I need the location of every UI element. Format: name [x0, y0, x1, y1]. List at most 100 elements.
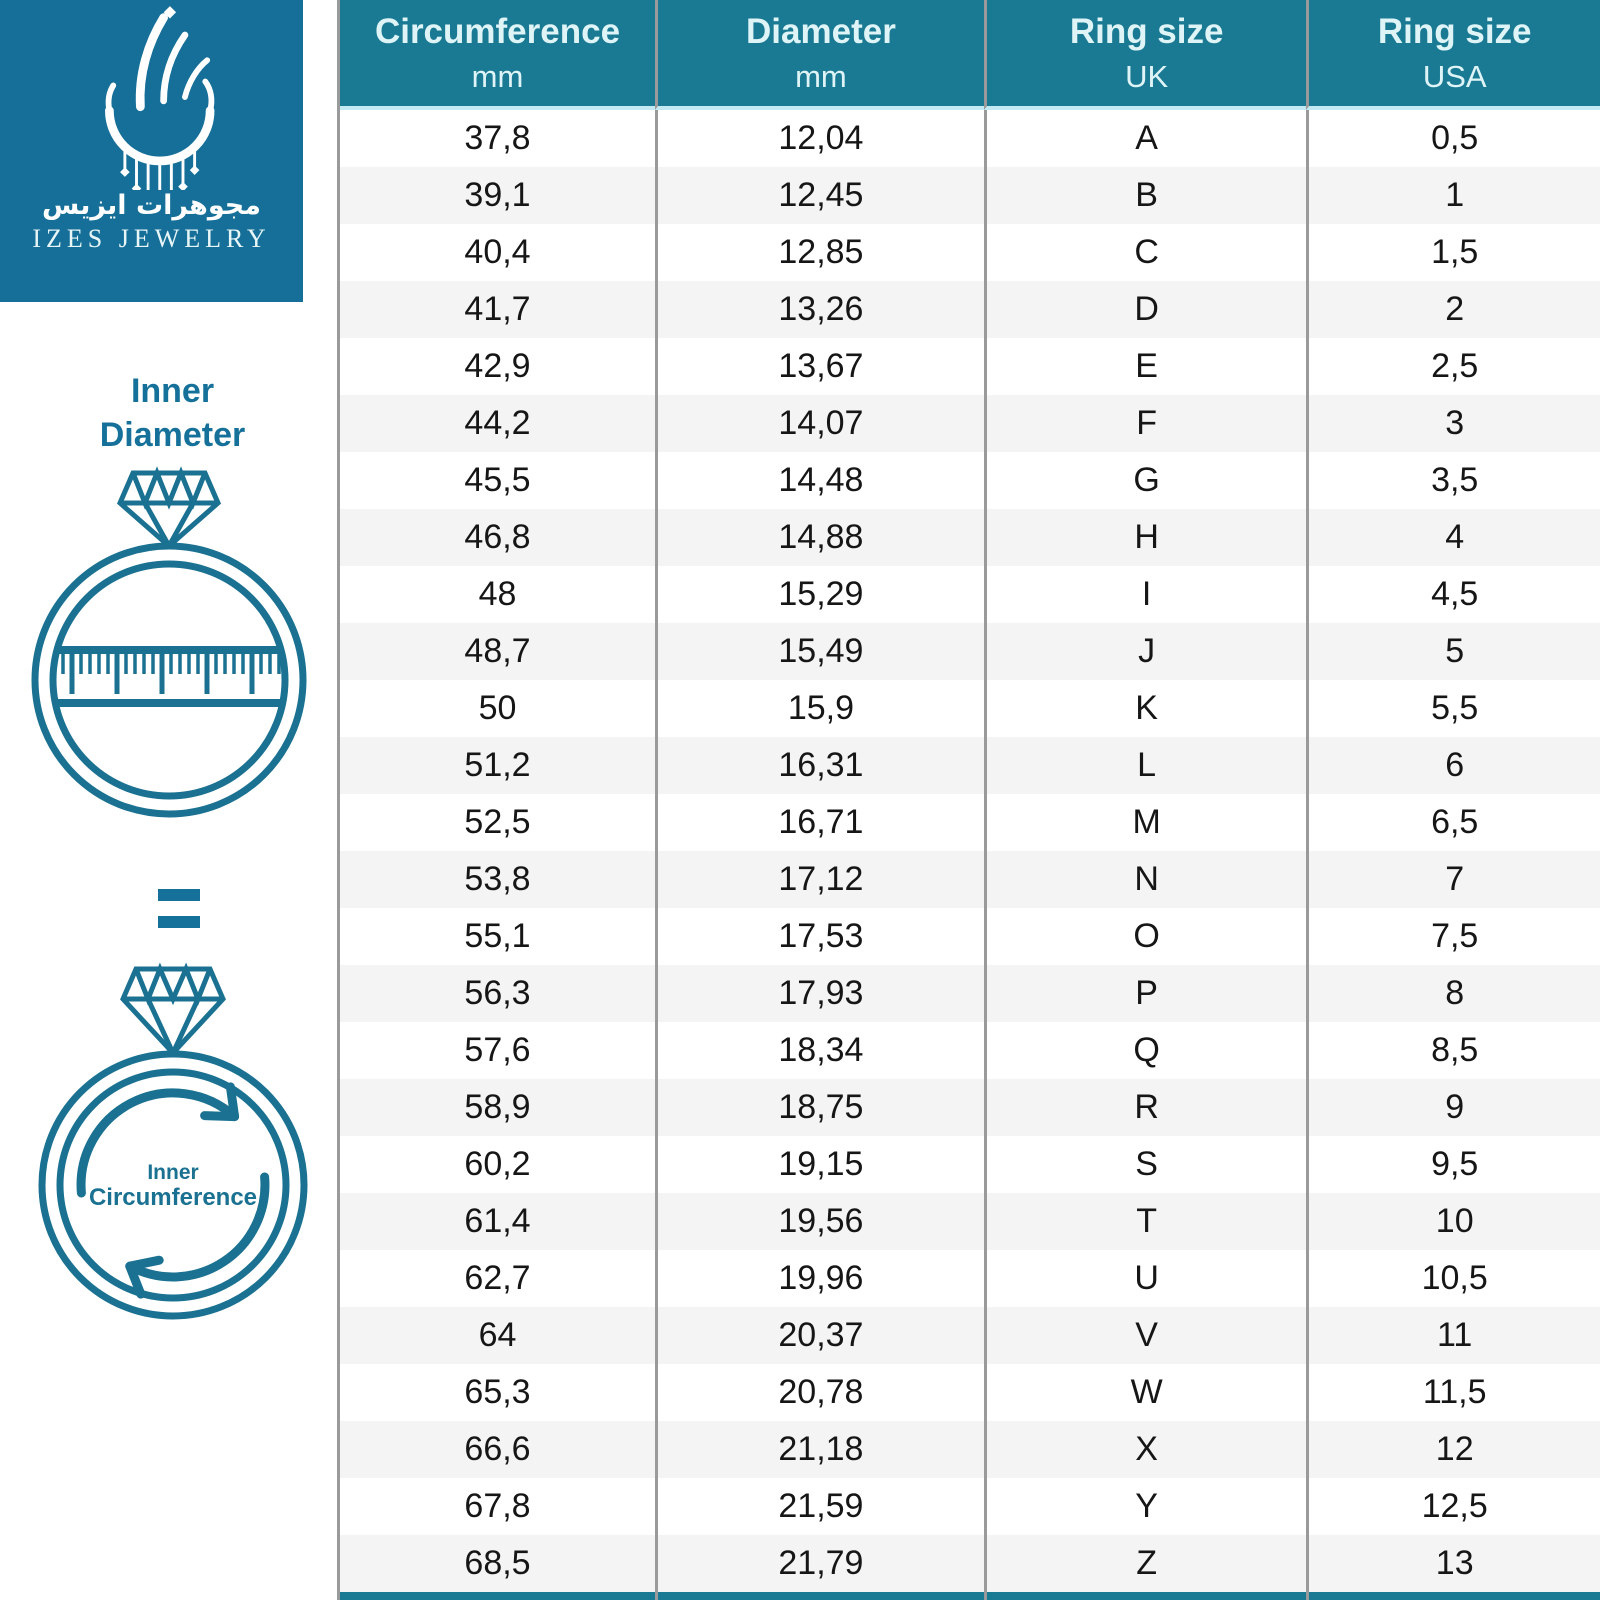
table-cell: 1 — [1306, 167, 1600, 224]
ring-band-inner — [49, 560, 289, 800]
table-cell: 56,3 — [340, 965, 655, 1022]
table-cell: 46,8 — [340, 509, 655, 566]
table-cell: 52,5 — [340, 794, 655, 851]
table-bottom-bar — [655, 1592, 984, 1600]
table-cell: 12 — [1306, 1421, 1600, 1478]
table-cell: 0,5 — [1306, 110, 1600, 167]
table-cell: 17,12 — [655, 851, 984, 908]
table-cell: 50 — [340, 680, 655, 737]
table-cell: 21,79 — [655, 1535, 984, 1592]
table-cell: 12,04 — [655, 110, 984, 167]
header-ring-size-usa: Ring size USA — [1306, 0, 1600, 110]
ring-band-inner — [56, 1068, 290, 1302]
table-cell: X — [983, 1421, 1307, 1478]
rotation-arrows-icon — [76, 1082, 270, 1299]
table-cell: 12,45 — [655, 167, 984, 224]
table-cell: 9 — [1306, 1079, 1600, 1136]
brand-arabic-name: مجوهرات ايزيس — [42, 190, 261, 221]
table-cell: 66,6 — [340, 1421, 655, 1478]
table-cell: 64 — [340, 1307, 655, 1364]
table-cell: P — [983, 965, 1307, 1022]
table-cell: 41,7 — [340, 281, 655, 338]
table-cell: 6 — [1306, 737, 1600, 794]
table-cell: B — [983, 167, 1307, 224]
table-cell: 1,5 — [1306, 224, 1600, 281]
table-cell: D — [983, 281, 1307, 338]
table-bottom-bar — [1306, 1592, 1600, 1600]
table-cell: G — [983, 452, 1307, 509]
table-cell: 13 — [1306, 1535, 1600, 1592]
table-cell: 42,9 — [340, 338, 655, 395]
table-cell: 58,9 — [340, 1079, 655, 1136]
table-cell: 44,2 — [340, 395, 655, 452]
table-cell: J — [983, 623, 1307, 680]
brand-latin-name: IZES JEWELRY — [32, 224, 271, 253]
table-cell: 15,9 — [655, 680, 984, 737]
table-cell: 2 — [1306, 281, 1600, 338]
table-cell: 9,5 — [1306, 1136, 1600, 1193]
table-bottom-bar — [983, 1592, 1307, 1600]
diamond-icon — [120, 962, 226, 1057]
table-cell: 18,34 — [655, 1022, 984, 1079]
table-cell: 60,2 — [340, 1136, 655, 1193]
table-cell: 19,96 — [655, 1250, 984, 1307]
table-cell: 8,5 — [1306, 1022, 1600, 1079]
table-cell: 15,49 — [655, 623, 984, 680]
ring-band-outer — [38, 1050, 308, 1320]
ring-inner-diameter-diagram — [31, 466, 307, 818]
ring-band-outer — [31, 542, 307, 818]
table-cell: 11 — [1306, 1307, 1600, 1364]
table-cell: 3,5 — [1306, 452, 1600, 509]
table-cell: 12,5 — [1306, 1478, 1600, 1535]
table-cell: 61,4 — [340, 1193, 655, 1250]
table-cell: 16,71 — [655, 794, 984, 851]
table-cell: 4,5 — [1306, 566, 1600, 623]
table-cell: 10 — [1306, 1193, 1600, 1250]
table-cell: E — [983, 338, 1307, 395]
table-cell: 48,7 — [340, 623, 655, 680]
table-cell: 62,7 — [340, 1250, 655, 1307]
header-ring-size-uk: Ring size UK — [983, 0, 1307, 110]
table-cell: O — [983, 908, 1307, 965]
brand-logo-block: مجوهرات ايزيس IZES JEWELRY — [0, 0, 303, 302]
ruler-icon — [55, 646, 283, 707]
table-bottom-bar — [340, 1592, 655, 1600]
table-cell: A — [983, 110, 1307, 167]
table-cell: C — [983, 224, 1307, 281]
table-cell: S — [983, 1136, 1307, 1193]
table-cell: 3 — [1306, 395, 1600, 452]
inner-circumference-line2: Circumference — [89, 1184, 257, 1211]
table-cell: Z — [983, 1535, 1307, 1592]
table-cell: 37,8 — [340, 110, 655, 167]
inner-diameter-line2: Diameter — [99, 415, 246, 454]
table-cell: 45,5 — [340, 452, 655, 509]
table-cell: 19,56 — [655, 1193, 984, 1250]
table-cell: 17,53 — [655, 908, 984, 965]
table-cell: 20,37 — [655, 1307, 984, 1364]
table-cell: 20,78 — [655, 1364, 984, 1421]
table-cell: 4 — [1306, 509, 1600, 566]
table-cell: 21,59 — [655, 1478, 984, 1535]
table-cell: I — [983, 566, 1307, 623]
table-cell: 5 — [1306, 623, 1600, 680]
table-cell: 18,75 — [655, 1079, 984, 1136]
table-cell: 5,5 — [1306, 680, 1600, 737]
equals-sign — [158, 889, 200, 928]
inner-circumference-line1: Inner — [147, 1161, 198, 1184]
table-cell: K — [983, 680, 1307, 737]
table-cell: T — [983, 1193, 1307, 1250]
table-cell: H — [983, 509, 1307, 566]
header-diameter: Diameter mm — [655, 0, 984, 110]
size-table: Circumference mm Diameter mm Ring size U… — [337, 0, 1600, 1600]
equals-bar-bottom — [158, 916, 200, 928]
table-cell: R — [983, 1079, 1307, 1136]
table-cell: V — [983, 1307, 1307, 1364]
table-cell: 2,5 — [1306, 338, 1600, 395]
table-cell: 7,5 — [1306, 908, 1600, 965]
table-cell: L — [983, 737, 1307, 794]
inner-diameter-label: Inner Diameter — [0, 370, 345, 457]
table-cell: 17,93 — [655, 965, 984, 1022]
table-cell: 14,07 — [655, 395, 984, 452]
table-cell: Q — [983, 1022, 1307, 1079]
